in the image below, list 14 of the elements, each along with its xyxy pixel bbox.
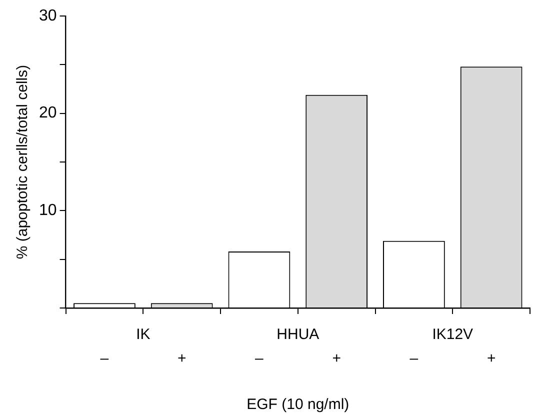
- y-tick-label: 30: [39, 7, 57, 24]
- x-tick-label: –: [100, 350, 110, 368]
- text: IK12V: [432, 326, 474, 344]
- y-tick-label: 20: [39, 104, 57, 122]
- x-tick-label: +: [177, 350, 186, 368]
- x-axis-title: EGF (10 ng/ml): [246, 396, 350, 414]
- y-axis-title: % (apoptotic cerlls/total cells): [14, 64, 32, 260]
- x-tick-label: +: [486, 350, 496, 368]
- x-tick-label: –: [410, 350, 419, 368]
- text: IK: [136, 326, 150, 344]
- x-tick-label: +: [332, 350, 342, 368]
- y-tick-label: 10: [39, 202, 57, 220]
- text: HHUA: [276, 326, 320, 344]
- x-tick-label: –: [255, 350, 264, 368]
